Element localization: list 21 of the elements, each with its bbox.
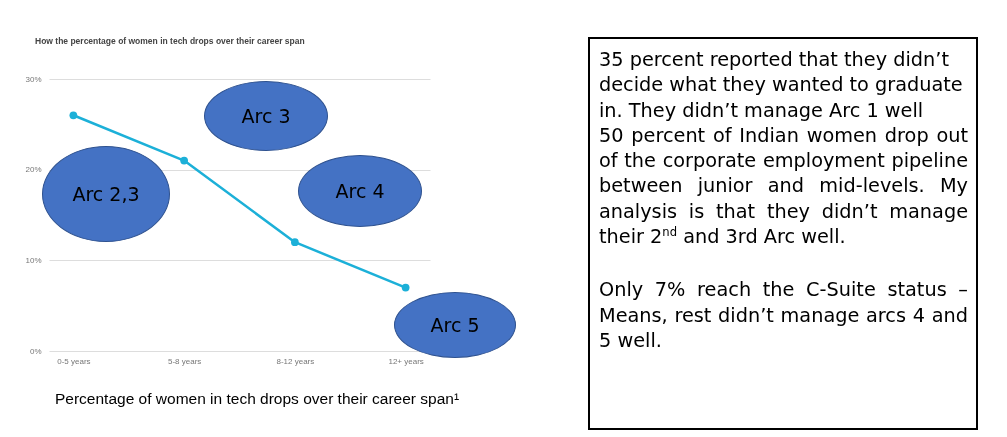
- annotation: Arc 3: [241, 105, 291, 127]
- y-tick-label: 10%: [25, 255, 42, 265]
- y-tick-label: 20%: [25, 165, 42, 175]
- point: [291, 238, 299, 247]
- chart-title: How the percentage of women in tech drops over their career span: [35, 35, 305, 46]
- annotation: Arc 4: [335, 180, 385, 202]
- text: Percentage of women in tech drops over their career span¹: [55, 390, 460, 408]
- point: [69, 111, 78, 120]
- x-tick-label: 8-12 years: [276, 356, 315, 366]
- text: 50 percent of Indian women drop out of the corporate employment pipeline between junior and mid-levels. My analysis is that they didn’t manage their 2$^{nd}$ and 3rd Arc well.: [599, 122, 968, 251]
- y-tick-label: 0%: [29, 346, 42, 356]
- x-tick-label: 12+ years: [388, 356, 424, 366]
- x-tick-label: 5-8 years: [167, 356, 202, 366]
- x-tick-label: 0-5 years: [57, 356, 91, 366]
- annotation: Arc 2,3: [72, 183, 140, 205]
- point: [180, 156, 188, 165]
- point: [401, 283, 410, 292]
- text: Only 7% reach the C-Suite status – Means, rest didn’t manage arcs 4 and 5 well.: [599, 277, 968, 354]
- text: 35 percent reported that they didn’t decide what they wanted to graduate in. They didn’t manage Arc 1 well: [599, 47, 964, 123]
- y-tick-label: 30%: [25, 74, 42, 84]
- oval: Arc 5: [394, 292, 516, 358]
